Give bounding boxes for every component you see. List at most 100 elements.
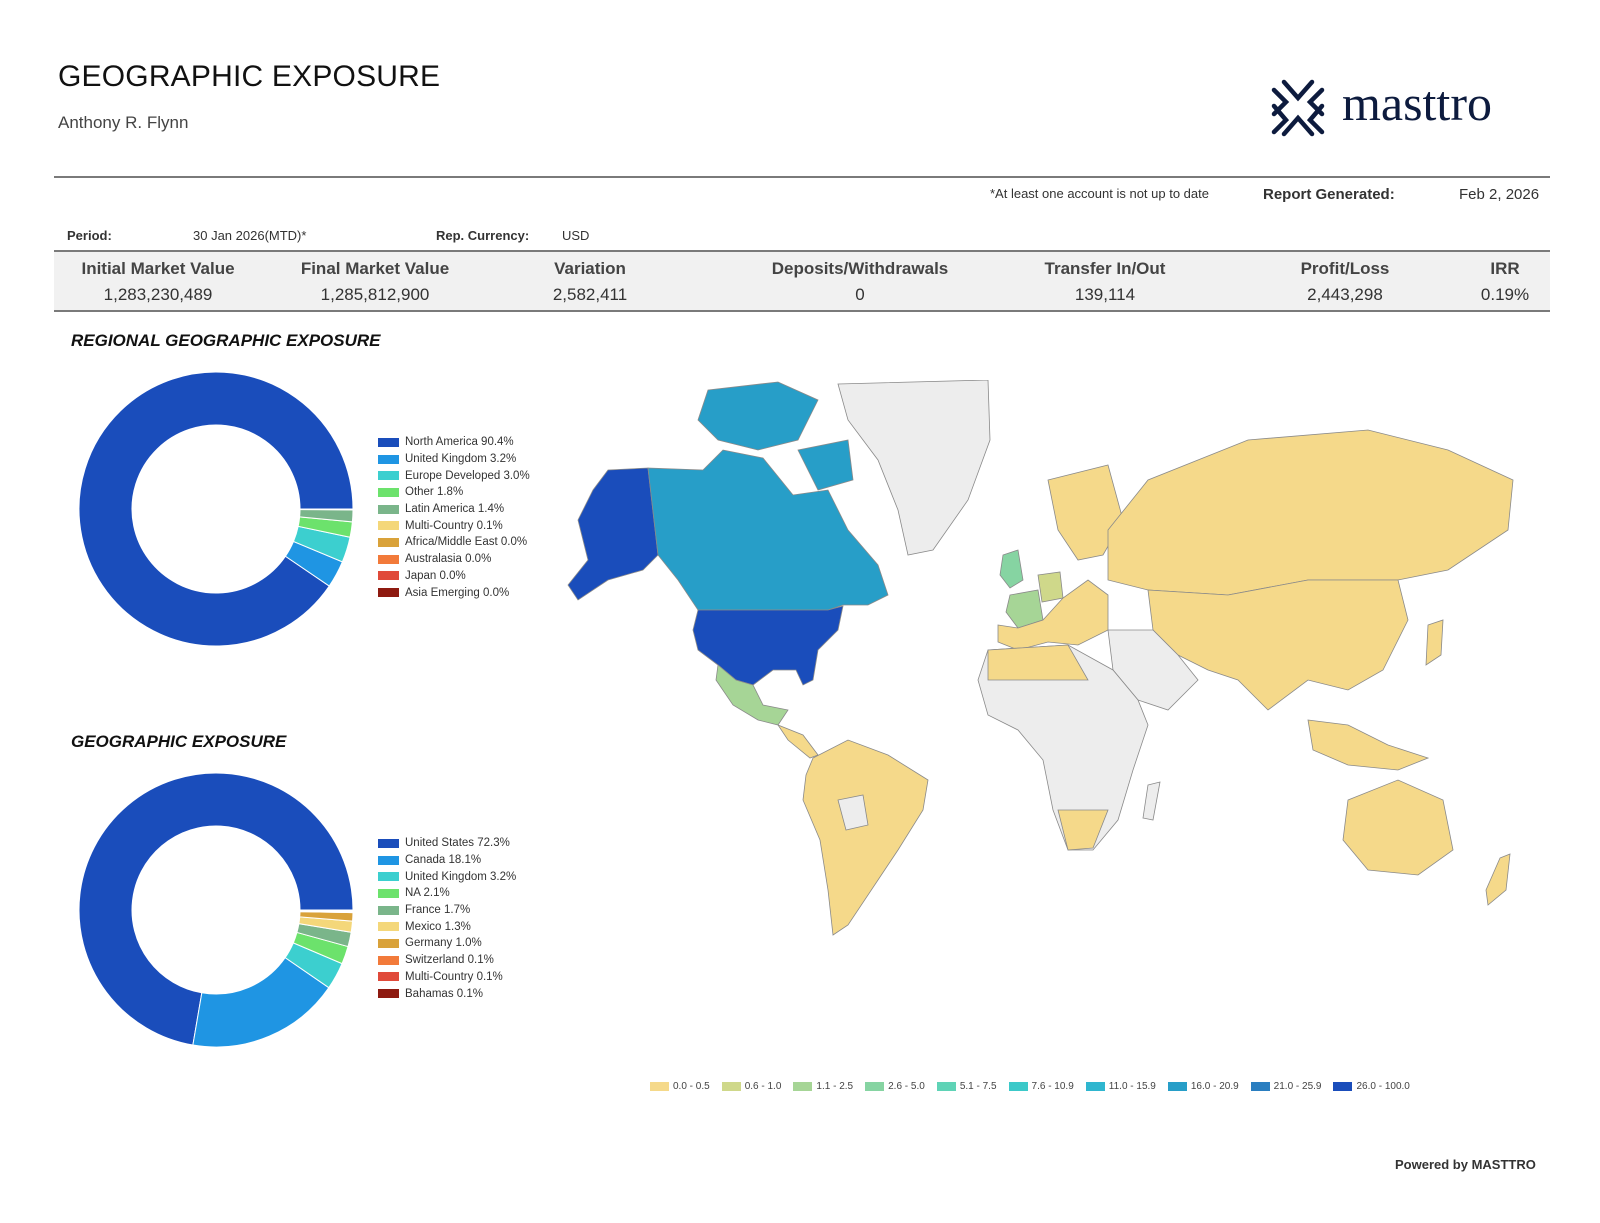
map-legend-item: 5.1 - 7.5 — [936, 1081, 997, 1092]
report-generated-value: Feb 2, 2026 — [1459, 186, 1540, 203]
map-region-canada-islands — [797, 439, 854, 491]
report-generated-label: Report Generated: — [1263, 186, 1395, 203]
legend-swatch — [378, 855, 399, 865]
map-legend-swatch — [1167, 1082, 1187, 1091]
map-region-japan — [1425, 619, 1444, 666]
stale-account-note: *At least one account is not up to date — [990, 186, 1209, 201]
legend-item: Australasia 0.0% — [378, 551, 530, 568]
map-legend-swatch — [936, 1082, 956, 1091]
donut-slice-north-america — [78, 372, 354, 647]
geographic-section-title: GEOGRAPHIC EXPOSURE — [71, 732, 287, 751]
legend-swatch — [378, 437, 399, 447]
donut-slice-bahamas — [299, 909, 354, 912]
map-legend-label: 16.0 - 20.9 — [1190, 1081, 1239, 1092]
map-region-germany — [1037, 571, 1064, 603]
legend-item: Multi-Country 0.1% — [378, 969, 516, 986]
legend-label: Bahamas 0.1% — [405, 987, 483, 1000]
summary-value: 1,285,812,900 — [320, 285, 430, 304]
map-legend-swatch — [650, 1082, 669, 1091]
summary-header: Profit/Loss — [1300, 259, 1390, 278]
legend-label: Europe Developed 3.0% — [405, 469, 530, 482]
legend-swatch — [378, 588, 399, 598]
legend-label: France 1.7% — [405, 904, 471, 917]
summary-header: Final Market Value — [300, 259, 450, 278]
summary-header: Initial Market Value — [81, 259, 235, 278]
legend-label: Switzerland 0.1% — [405, 954, 494, 967]
legend-label: United Kingdom 3.2% — [405, 453, 517, 466]
map-legend-swatch — [1008, 1082, 1028, 1091]
map-legend-label: 7.6 - 10.9 — [1031, 1081, 1074, 1092]
logo-wordmark: masttro — [1342, 75, 1492, 131]
summary-header: Transfer In/Out — [1044, 259, 1166, 278]
map-region-mexico — [715, 664, 789, 726]
currency-label: Rep. Currency: — [436, 228, 530, 243]
legend-label: Asia Emerging 0.0% — [405, 586, 510, 599]
map-region-bolivia — [837, 794, 869, 831]
summary-table: Initial Market Value 1,283,230,489 Final… — [54, 250, 1550, 312]
legend-swatch — [378, 872, 399, 882]
legend-swatch — [378, 454, 399, 464]
masttro-logo — [1271, 79, 1325, 137]
map-region-new-zealand — [1485, 853, 1511, 906]
legend-swatch — [378, 938, 399, 948]
legend-item: United Kingdom 3.2% — [378, 868, 516, 885]
legend-item: Other 1.8% — [378, 484, 530, 501]
geographic-legend: United States 72.3% Canada 18.1% United Ki… — [378, 835, 516, 1002]
legend-item: Asia Emerging 0.0% — [378, 584, 530, 601]
map-region-united-kingdom — [999, 549, 1024, 589]
summary-value: 2,582,411 — [552, 285, 628, 304]
summary-col-initial: Initial Market Value 1,283,230,489 — [54, 252, 262, 305]
map-region-greenland — [837, 380, 991, 556]
legend-item: Africa/Middle East 0.0% — [378, 534, 530, 551]
legend-swatch — [378, 955, 399, 965]
powered-by-footer: Powered by MASTTRO — [1395, 1157, 1536, 1172]
map-legend-swatch — [1333, 1082, 1353, 1091]
legend-swatch — [378, 471, 399, 481]
legend-swatch — [378, 972, 399, 982]
legend-label: Japan 0.0% — [405, 569, 466, 582]
map-region-alaska — [567, 467, 659, 601]
map-legend-swatch — [1250, 1082, 1270, 1091]
summary-col-variation: Variation 2,582,411 — [530, 252, 650, 305]
summary-col-deposits: Deposits/Withdrawals 0 — [750, 252, 970, 305]
map-legend-item: 0.6 - 1.0 — [721, 1081, 782, 1092]
map-legend-label: 2.6 - 5.0 — [888, 1081, 925, 1092]
map-region-canada — [647, 449, 889, 611]
summary-value: 0.19% — [1480, 285, 1530, 304]
legend-label: NA 2.1% — [405, 887, 450, 900]
summary-value: 2,443,298 — [1307, 285, 1383, 304]
legend-label: Latin America 1.4% — [405, 503, 505, 516]
geographic-donut-chart — [78, 773, 354, 1048]
map-region-australia — [1342, 779, 1454, 876]
map-region-south-america — [802, 739, 929, 936]
summary-col-irr: IRR 0.19% — [1470, 252, 1540, 305]
summary-header: IRR — [1490, 259, 1520, 278]
legend-swatch — [378, 571, 399, 581]
legend-item: North America 90.4% — [378, 434, 530, 451]
summary-col-final: Final Market Value 1,285,812,900 — [270, 252, 480, 305]
period-value: 30 Jan 2026(MTD)* — [193, 228, 307, 243]
legend-label: United States 72.3% — [405, 837, 510, 850]
summary-col-profit: Profit/Loss 2,443,298 — [1260, 252, 1430, 305]
legend-item: Bahamas 0.1% — [378, 985, 516, 1002]
map-legend-label: 0.0 - 0.5 — [673, 1081, 710, 1092]
legend-label: Multi-Country 0.1% — [405, 519, 503, 532]
legend-swatch — [378, 905, 399, 915]
map-legend-swatch — [1085, 1082, 1105, 1091]
legend-item: Germany 1.0% — [378, 935, 516, 952]
legend-swatch — [378, 537, 399, 547]
map-legend-item: 26.0 - 100.0 — [1333, 1081, 1410, 1092]
map-legend-swatch — [865, 1082, 885, 1091]
map-legend-label: 1.1 - 2.5 — [816, 1081, 854, 1092]
summary-col-transfer: Transfer In/Out 139,114 — [1020, 252, 1190, 305]
legend-swatch — [378, 504, 399, 514]
legend-item: Switzerland 0.1% — [378, 952, 516, 969]
legend-label: Germany 1.0% — [405, 937, 482, 950]
summary-header: Deposits/Withdrawals — [771, 259, 949, 278]
period-label: Period: — [67, 228, 112, 243]
map-legend-item: 21.0 - 25.9 — [1250, 1081, 1321, 1092]
legend-item: Europe Developed 3.0% — [378, 467, 530, 484]
map-legend-label: 11.0 - 15.9 — [1108, 1081, 1156, 1092]
page-title: GEOGRAPHIC EXPOSURE — [58, 60, 441, 93]
map-legend-label: 0.6 - 1.0 — [744, 1081, 782, 1092]
